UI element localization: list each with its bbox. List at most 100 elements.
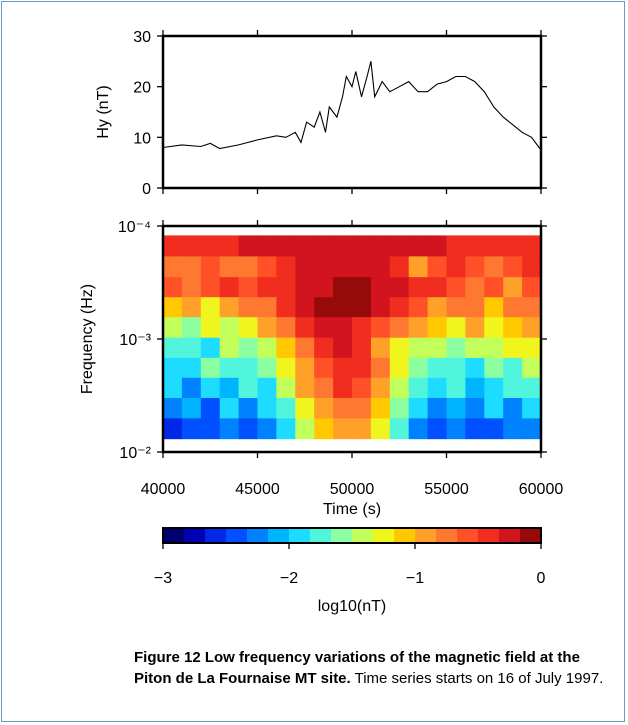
heatmap-cell [427, 337, 447, 359]
plot-frame [161, 224, 543, 454]
heatmap-cell [446, 357, 466, 379]
heatmap-cell [181, 317, 202, 339]
heatmap-cell [219, 256, 240, 278]
heatmap-cell [333, 418, 353, 440]
heatmap-cell [314, 277, 334, 298]
heatmap-cell [408, 397, 429, 419]
heatmap-cell [181, 235, 202, 257]
heatmap-cell [333, 256, 353, 278]
heatmap-cell [333, 337, 353, 359]
heatmap-cell [465, 317, 485, 339]
heatmap-cell [333, 235, 353, 257]
caption: Figure 12 Low frequency variations of th… [134, 648, 604, 689]
y-tick-label: 10⁻³ [119, 332, 151, 349]
heatmap-cell [314, 357, 334, 379]
heatmap-cell [219, 317, 240, 339]
heatmap-cell [314, 317, 334, 339]
heatmap-cell [352, 357, 372, 379]
heatmap-cell [333, 277, 353, 298]
heatmap-cell [522, 297, 542, 318]
colorbar-tick-label: −3 [154, 570, 172, 587]
heatmap-cell [352, 277, 372, 298]
heatmap-cell [370, 235, 391, 257]
heatmap-cell [484, 277, 504, 298]
heatmap-cell [503, 357, 523, 379]
heatmap-cell [522, 235, 542, 257]
heatmap-cell [238, 297, 258, 318]
heatmap-cell [522, 418, 542, 440]
y-tick-label: 30 [133, 29, 151, 46]
caption-text: Time series starts on 16 of July 1997. [354, 669, 604, 687]
heatmap-cell [219, 377, 240, 399]
heatmap-cell [238, 397, 258, 419]
heatmap-cell [503, 377, 523, 399]
heatmap-cell [484, 256, 504, 278]
figure: 0 10 20 30 Hy (nT) 10⁻⁴ 10⁻³ 10⁻² 40000 45000 5000… [79, 29, 564, 615]
heatmap-cell [503, 337, 523, 359]
heatmap-cell [408, 235, 429, 257]
heatmap-cell [465, 235, 485, 257]
heatmap-cell [389, 297, 410, 318]
heatmap-cell [484, 397, 504, 419]
heatmap-cell [163, 317, 183, 339]
heatmap-cell [389, 317, 410, 339]
heatmap-cell [314, 377, 334, 399]
heatmap-cell [465, 277, 485, 298]
y-axis-label: Hy (nT) [95, 85, 112, 138]
heatmap-cell [389, 357, 410, 379]
heatmap-cell [352, 377, 372, 399]
colorbar-label: log10(nT) [318, 598, 386, 615]
heatmap-cell [276, 277, 296, 298]
heatmap-cell [484, 317, 504, 339]
heatmap-cell [219, 397, 240, 419]
colorbar-segment [268, 528, 290, 543]
heatmap-cell [200, 256, 221, 278]
heatmap-cell [295, 317, 315, 339]
heatmap-cell [257, 357, 277, 379]
heatmap-cell [389, 256, 410, 278]
heatmap-cell [163, 256, 183, 278]
heatmap-cell [181, 256, 202, 278]
heatmap-cell [181, 337, 202, 359]
colorbar-tick-label: −1 [406, 570, 424, 587]
y-tick-label: 10⁻² [119, 445, 151, 462]
heatmap-cell [295, 337, 315, 359]
heatmap-cell [503, 235, 523, 257]
heatmap-cell [219, 277, 240, 298]
heatmap-cell [389, 277, 410, 298]
heatmap-cell [314, 297, 334, 318]
heatmap-cell [257, 377, 277, 399]
heatmap-cell [427, 418, 447, 440]
heatmap-cell [200, 235, 221, 257]
heatmap-cell [257, 277, 277, 298]
heatmap-cell [219, 418, 240, 440]
heatmap-cell [200, 418, 221, 440]
heatmap-cell [408, 317, 429, 339]
heatmap-cell [295, 277, 315, 298]
heatmap-cell [333, 377, 353, 399]
heatmap-cell [257, 235, 277, 257]
colorbar-segment [415, 528, 437, 543]
heatmap-cell [408, 277, 429, 298]
heatmap-cell [446, 317, 466, 339]
colorbar-segment [310, 528, 332, 543]
heatmap-cell [408, 377, 429, 399]
heatmap-cell [352, 317, 372, 339]
colorbar-segment [499, 528, 521, 543]
heatmap-cell [181, 357, 202, 379]
heatmap-cell [465, 397, 485, 419]
y-tick-label: 20 [133, 80, 151, 97]
heatmap-cell [427, 357, 447, 379]
heatmap-cell [352, 297, 372, 318]
heatmap-cell [163, 418, 183, 440]
heatmap-cell [295, 256, 315, 278]
heatmap-cell [408, 256, 429, 278]
heatmap-cell [389, 397, 410, 419]
heatmap-cell [163, 377, 183, 399]
heatmap-cell [408, 418, 429, 440]
heatmap-cell [257, 418, 277, 440]
heatmap-cell [181, 377, 202, 399]
heatmap-cell [314, 397, 334, 419]
x-tick-label: 60000 [519, 481, 564, 498]
